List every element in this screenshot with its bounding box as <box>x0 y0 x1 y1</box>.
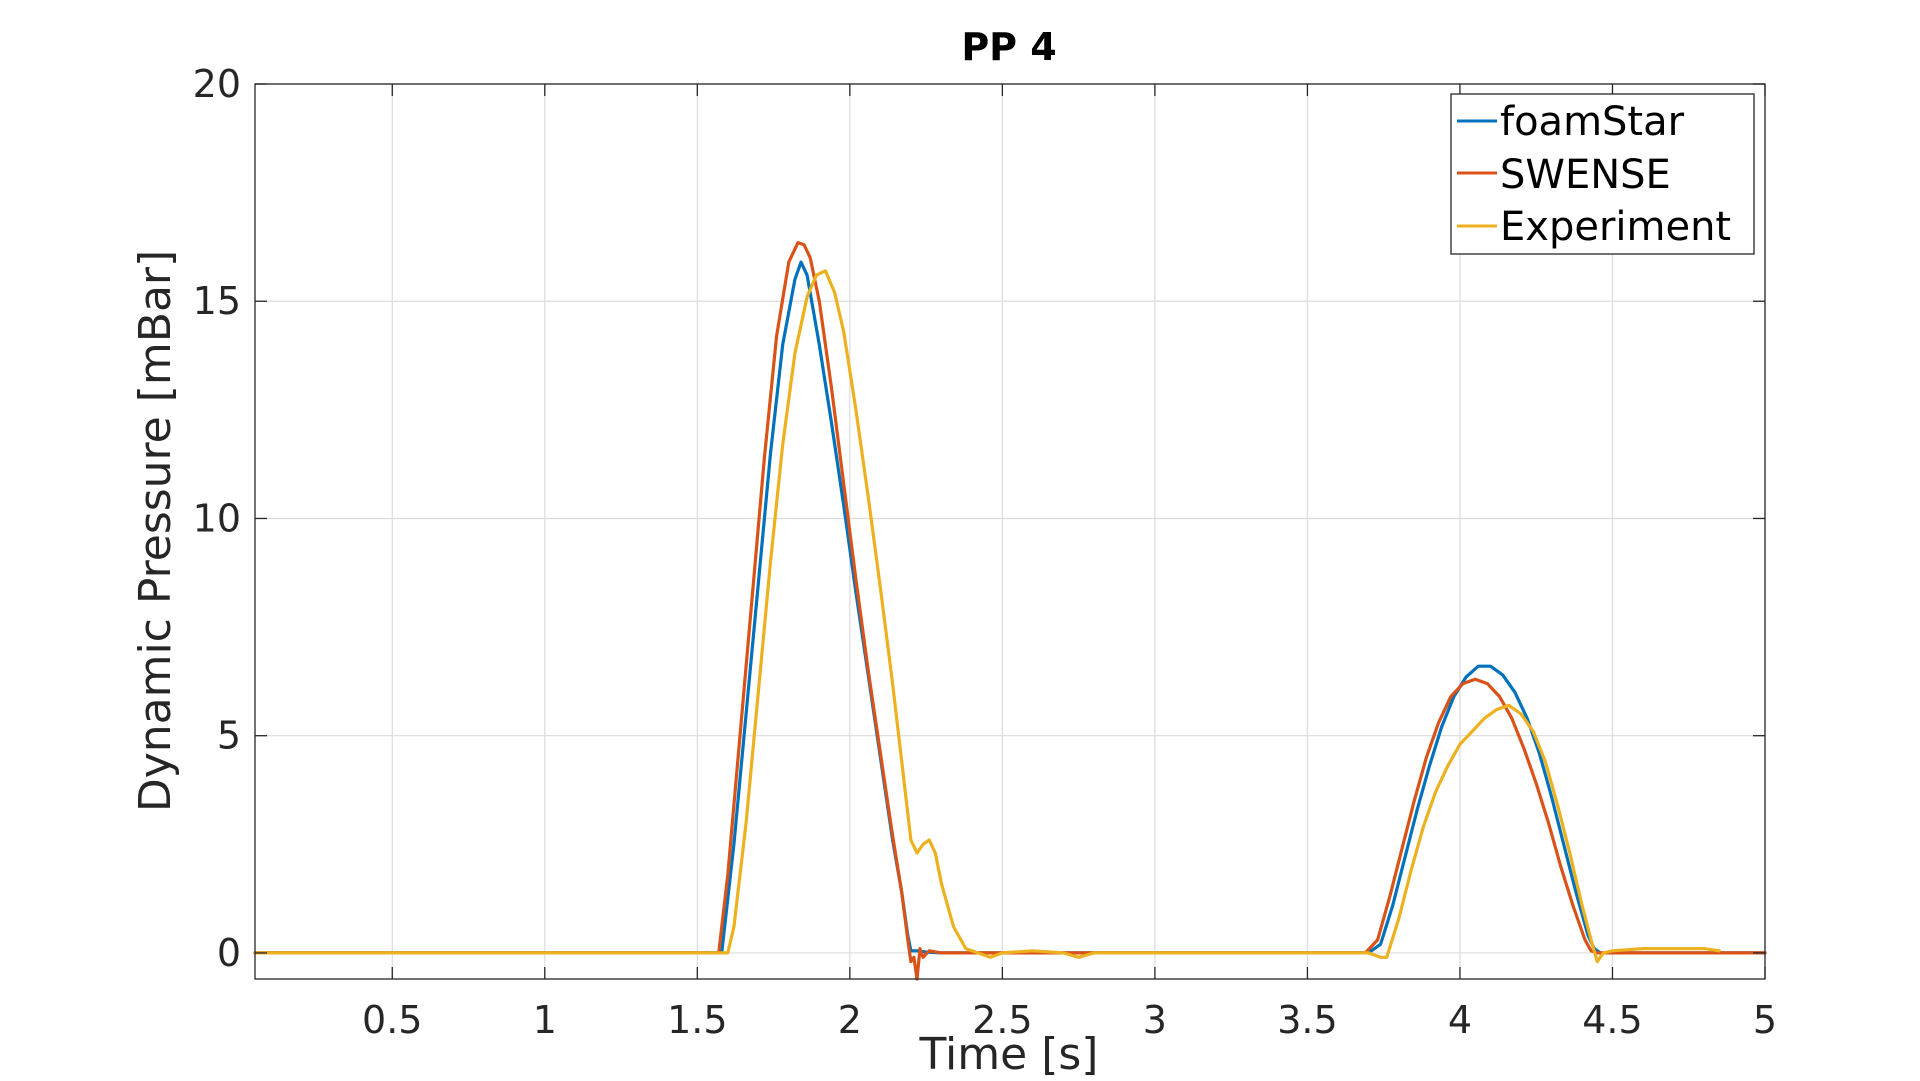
series-line-swense <box>253 241 1767 981</box>
x-axis-label: Time [s] <box>919 1029 1099 1080</box>
chart-title: PP 4 <box>961 25 1056 69</box>
series-line-experiment <box>253 269 1721 964</box>
y-axis-label: Dynamic Pressure [mBar] <box>130 250 181 812</box>
x-tick-label: 3 <box>1143 998 1167 1042</box>
x-tick-label: 5 <box>1753 998 1777 1042</box>
y-tick-label: 10 <box>193 496 241 540</box>
x-tick-label: 2 <box>838 998 862 1042</box>
x-tick-label: 1.5 <box>667 998 727 1042</box>
series-layer <box>253 241 1767 981</box>
legend-label-swense: SWENSE <box>1500 152 1671 198</box>
x-tick-label: 3.5 <box>1277 998 1337 1042</box>
legend-box <box>1450 93 1755 255</box>
y-tick-label: 15 <box>193 279 241 323</box>
legend-label-experiment: Experiment <box>1500 204 1731 250</box>
y-tick-label: 0 <box>217 931 241 975</box>
ticks <box>255 83 1766 979</box>
x-tick-label: 4 <box>1448 998 1472 1042</box>
x-tick-label: 0.5 <box>362 998 422 1042</box>
axes-box <box>254 83 1766 980</box>
tick-labels: 0.5 1 1.5 2 2.5 3 3.5 4 4.5 5 0 5 10 15 20 <box>193 62 1777 1042</box>
legend: foamStar SWENSE Experiment <box>1450 93 1755 255</box>
y-tick-label: 20 <box>193 62 241 106</box>
y-tick-label: 5 <box>217 714 241 758</box>
x-tick-label: 4.5 <box>1582 998 1642 1042</box>
legend-label-foamstar: foamStar <box>1500 99 1685 145</box>
x-tick-label: 1 <box>533 998 557 1042</box>
x-tick-label: 2.5 <box>972 998 1032 1042</box>
